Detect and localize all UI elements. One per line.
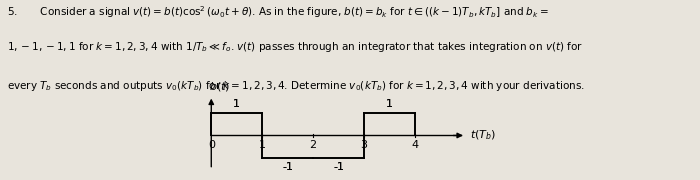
Text: 1: 1 — [386, 99, 393, 109]
Text: 1: 1 — [386, 99, 393, 109]
Text: 4: 4 — [412, 140, 419, 150]
Text: 3: 3 — [360, 140, 368, 150]
Text: $t(T_b)$: $t(T_b)$ — [470, 129, 496, 142]
Text: -1: -1 — [333, 162, 344, 172]
Text: 2: 2 — [309, 140, 316, 150]
Text: 5.       Consider a signal $v(t) = b(t)\cos^2(\omega_0 t + \theta)$. As in the f: 5. Consider a signal $v(t) = b(t)\cos^2(… — [7, 4, 549, 20]
Text: -1: -1 — [282, 162, 293, 172]
Text: -1: -1 — [282, 162, 293, 172]
Text: 0: 0 — [208, 140, 215, 150]
Text: 1: 1 — [233, 99, 240, 109]
Text: every $T_b$ seconds and outputs $v_0(kT_b)$ for $k = 1, 2, 3, 4$. Determine $v_0: every $T_b$ seconds and outputs $v_0(kT_… — [7, 79, 584, 93]
Text: 1: 1 — [259, 140, 266, 150]
Text: $b(t)$: $b(t)$ — [209, 80, 230, 93]
Text: $1, -1, -1, 1$ for $k = 1, 2, 3, 4$ with $1/T_b \ll f_o$. $v(t)$ passes through : $1, -1, -1, 1$ for $k = 1, 2, 3, 4$ with… — [7, 40, 583, 55]
Text: 1: 1 — [233, 99, 240, 109]
Text: -1: -1 — [333, 162, 344, 172]
